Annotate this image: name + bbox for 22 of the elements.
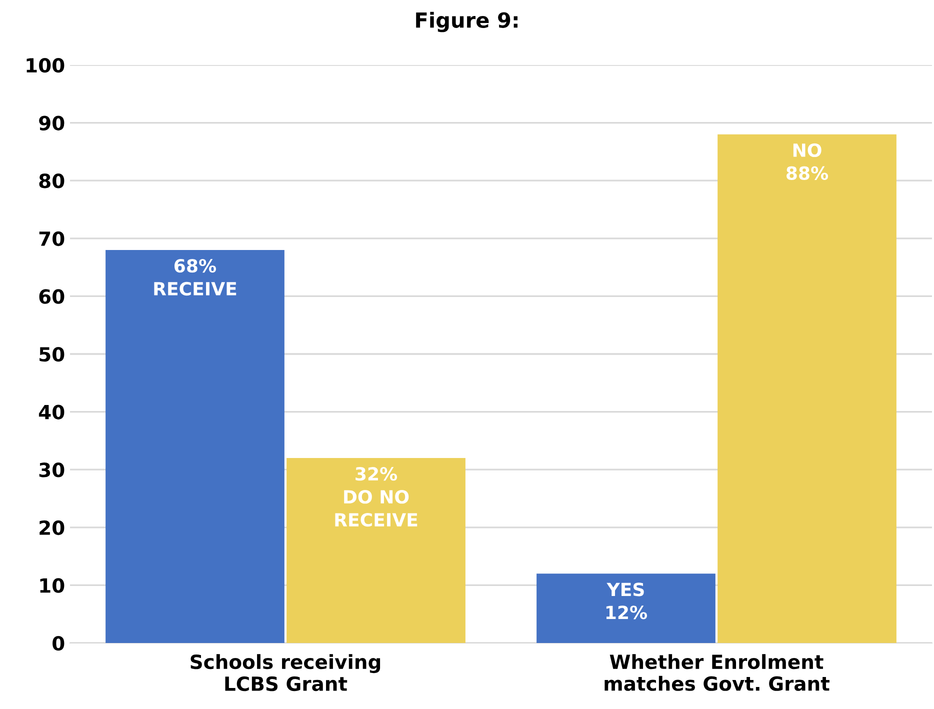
bar — [286, 458, 466, 643]
x-tick-label: Whether Enrolment matches Govt. Grant — [604, 654, 830, 691]
y-tick-label: 40 — [38, 404, 64, 420]
x-tick-label: Schools receiving LCBS Grant — [190, 654, 380, 692]
bar — [536, 574, 716, 643]
y-tick-label: 30 — [39, 462, 64, 478]
y-tick-label: 80 — [39, 174, 64, 188]
y-tick-label: 60 — [39, 289, 64, 304]
y-tick-label: 20 — [40, 520, 64, 536]
bar — [718, 134, 896, 643]
chart-title: Figure 9: — [416, 12, 518, 32]
data-label: 68% RECEIVE — [154, 258, 236, 296]
y-tick-label: 10 — [40, 578, 64, 593]
y-tick-label: 50 — [40, 346, 64, 362]
y-tick-label: 100 — [26, 58, 64, 73]
data-label: 32% DO NO RECEIVE — [335, 467, 418, 527]
y-tick-label: 70 — [39, 231, 64, 246]
bar — [106, 250, 284, 643]
data-label: NO 88% — [786, 143, 828, 180]
y-tick-label: 0 — [52, 636, 64, 651]
data-label: YES 12% — [606, 582, 648, 620]
y-tick-label: 90 — [39, 116, 64, 130]
